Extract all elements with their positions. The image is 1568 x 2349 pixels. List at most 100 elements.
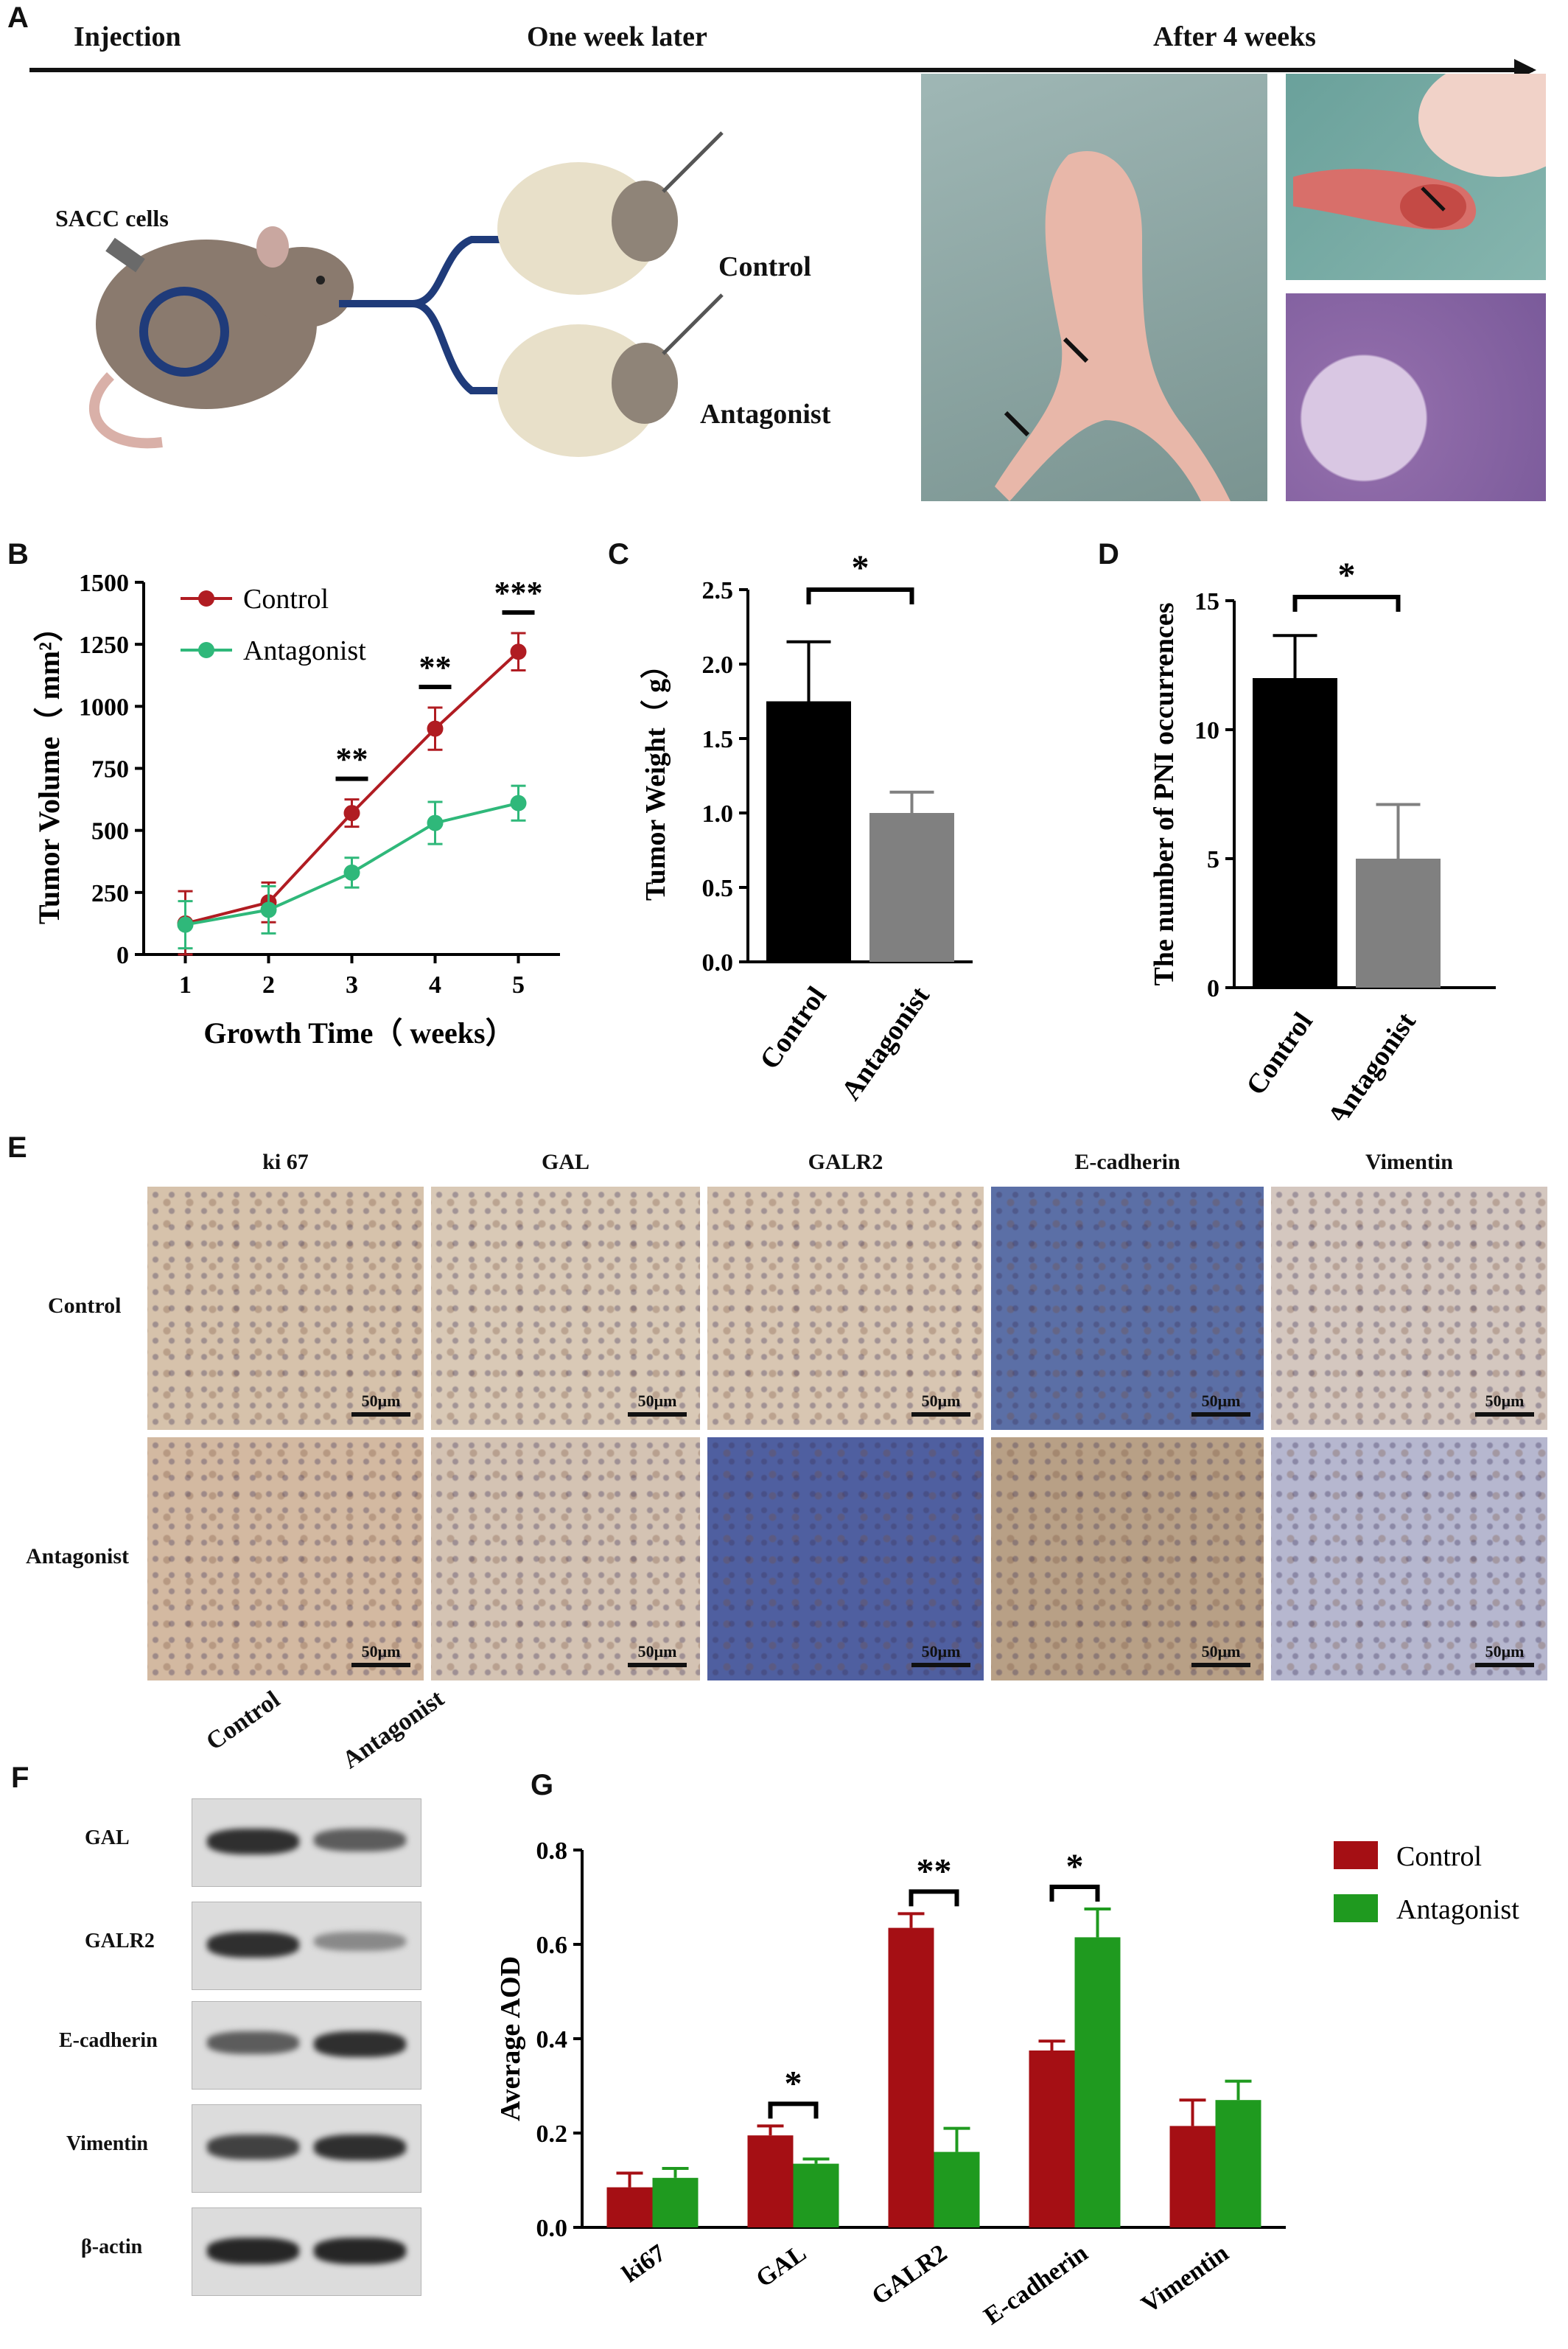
ihc-image: 50μm [991,1187,1264,1430]
scale-bar-label: 50μm [921,1392,961,1410]
bar-control [1169,2126,1216,2227]
blot-band [314,2238,406,2265]
bar-antagonist [869,813,954,962]
bar-antagonist [934,2151,980,2227]
scale-bar-label: 50μm [637,1392,677,1410]
x-tick-label: 1 [179,971,192,999]
data-point [260,901,277,918]
lane-label-control: Control [201,1686,285,1756]
ihc-image: 50μm [707,1187,984,1430]
bar-control [888,1927,934,2227]
y-tick-label: 0.6 [536,1932,568,1959]
scale-bar: 50μm [911,1642,970,1667]
data-point [343,864,360,881]
significance-stars: * [1338,556,1356,595]
scale-bar-line [628,1412,687,1417]
blot-strip [192,2207,421,2296]
scale-bar-line [351,1412,410,1417]
sacc-cells-label: SACC cells [55,205,169,231]
ihc-column-label: GAL [541,1150,589,1174]
x-tick-label: GAL [752,2239,812,2293]
scale-bar: 50μm [1191,1642,1250,1667]
y-tick-label: 0.0 [536,2215,568,2242]
y-axis-label: Tumor Volume（ mm²） [32,612,66,924]
scale-bar-line [1191,1663,1250,1667]
legend-swatch [1334,1894,1378,1922]
ihc-row-label: Antagonist [26,1544,130,1568]
ihc-image: 50μm [991,1437,1264,1680]
y-tick-label: 500 [91,818,129,845]
bar-antagonist [793,2163,839,2227]
panel-label-c: C [608,538,629,570]
y-tick-label: 0 [116,942,129,969]
ihc-row-label: Control [48,1294,122,1318]
tumor-nerve-photo [1286,74,1546,280]
x-axis-label: Growth Time（ weeks） [203,1016,514,1050]
x-tick-label: Antagonist [1322,1007,1422,1120]
y-axis-label: Average AOD [495,1956,526,2121]
bar-control [606,2187,653,2227]
scale-bar-label: 50μm [361,1642,401,1661]
y-tick-label: 2.0 [702,652,734,679]
x-tick-label: 4 [429,971,441,999]
panel-label-g: G [531,1769,554,1801]
scale-bar: 50μm [628,1642,687,1667]
data-point [510,795,527,811]
legend-label-control: Control [1396,1841,1482,1872]
ihc-image: 50μm [1271,1437,1547,1680]
blot-band [207,1932,299,1958]
blot-protein-label: E-cadherin [59,2029,158,2052]
data-point [510,643,527,660]
group-label-control: Control [718,251,811,282]
x-tick-label: ki67 [617,2239,671,2288]
y-tick-label: 1000 [79,694,129,721]
y-tick-label: 750 [91,756,129,783]
bar-control [1253,678,1337,988]
group-label-antagonist: Antagonist [700,399,831,430]
x-tick-label: 2 [262,971,275,999]
y-tick-label: 0 [1207,975,1219,1002]
y-tick-label: 0.8 [536,1837,568,1865]
pni-occurrences-bar-chart: 0 5 10 15 The number of PNI occurrences Contr… [1149,556,1496,1120]
blot-band [314,1932,406,1952]
blot-band [207,2135,299,2160]
ihc-image: 50μm [707,1437,984,1680]
ihc-image: 50μm [431,1187,700,1430]
x-tick-label: Vimentin [1136,2239,1233,2319]
ihc-image: 50μm [147,1187,424,1430]
y-tick-label: 2.5 [702,577,734,604]
average-aod-grouped-bar-chart: 0.0 0.2 0.4 0.6 0.8 Average AOD ki67 GAL * GALR2 *… [495,1837,1519,2331]
scale-bar-line [911,1412,970,1417]
mouse-injection-illustration [89,131,724,457]
panel-label-e: E [7,1131,27,1164]
bar-control [1029,2050,1075,2227]
scale-bar-label: 50μm [921,1642,961,1661]
x-tick-label: Control [754,981,833,1075]
data-point [343,805,360,822]
blot-strip [192,2001,421,2090]
ihc-column-label: GALR2 [808,1150,883,1174]
lane-label-antagonist: Antagonist [337,1684,449,1775]
y-tick-label: 15 [1194,588,1219,615]
nude-mouse-photo [921,74,1267,501]
scale-bar: 50μm [351,1392,410,1417]
scale-bar-label: 50μm [1485,1642,1525,1661]
significance-stars: *** [494,575,543,611]
significance-bracket [1292,595,1401,612]
bar-control [766,701,851,962]
legend-label-antagonist: Antagonist [243,635,366,666]
scale-bar-line [1191,1412,1250,1417]
ihc-image: 50μm [1271,1187,1547,1430]
y-tick-label: 1500 [79,570,129,597]
scale-bar-label: 50μm [1201,1392,1241,1410]
tumor-weight-bar-chart: 0.0 0.5 1.0 1.5 2.0 2.5 Tumor Weight（ g） Contro… [640,548,973,1106]
ihc-image: 50μm [431,1437,700,1680]
blot-protein-label: GALR2 [85,1930,155,1952]
bar-antagonist [1356,859,1441,988]
scale-bar: 50μm [1475,1642,1534,1667]
timeline-injection: Injection [74,21,181,52]
panel-label-f: F [11,1762,29,1794]
significance-bracket [768,2101,819,2119]
legend-marker [198,642,214,658]
significance-stars: * [852,548,869,587]
